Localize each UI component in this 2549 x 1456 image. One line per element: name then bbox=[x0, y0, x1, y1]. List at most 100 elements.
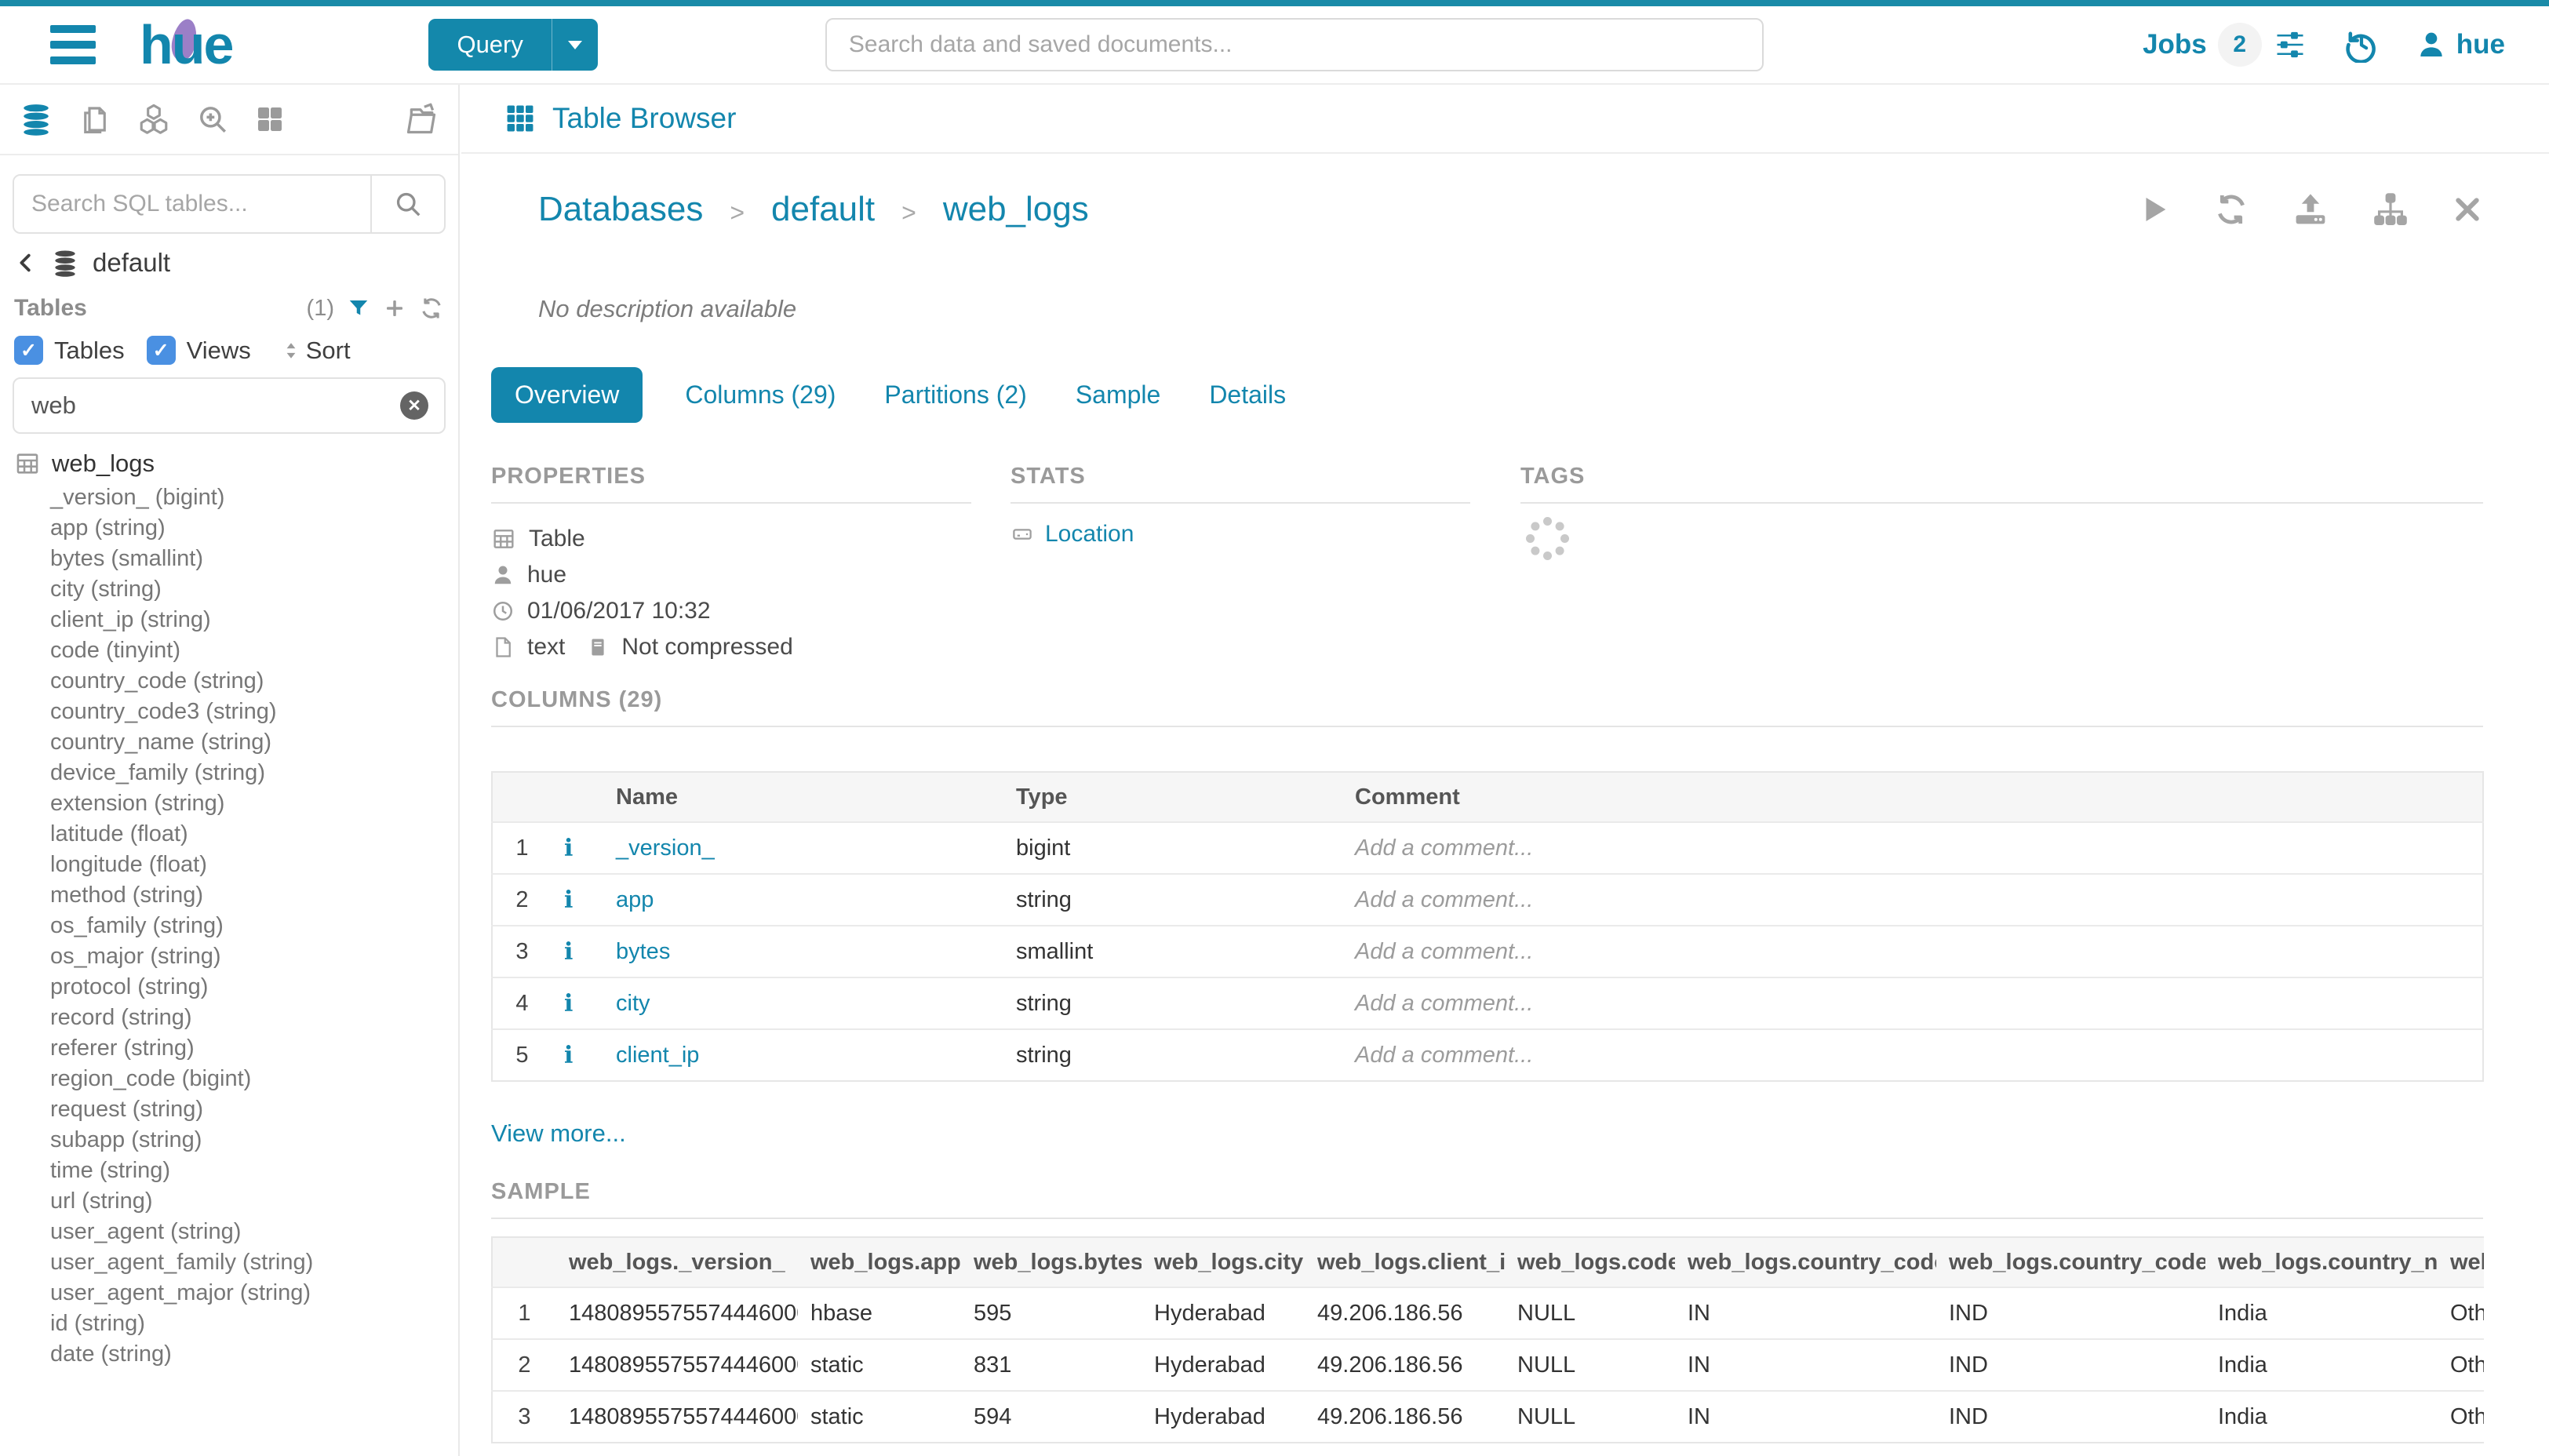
info-icon[interactable]: i bbox=[564, 937, 574, 966]
location-link[interactable]: Location bbox=[1010, 521, 1470, 548]
add-table-icon[interactable] bbox=[383, 297, 406, 320]
user-menu[interactable]: hue bbox=[2416, 29, 2505, 60]
tree-column-item[interactable]: country_name (string) bbox=[0, 727, 458, 758]
tables-checkbox[interactable]: ✓ bbox=[14, 336, 43, 365]
column-name-link[interactable]: _version_ bbox=[603, 821, 1003, 874]
tree-column-item[interactable]: user_agent_family (string) bbox=[0, 1247, 458, 1278]
import-upload-icon[interactable] bbox=[2292, 191, 2329, 228]
hue-logo[interactable]: hue bbox=[140, 16, 234, 72]
query-button[interactable]: Query bbox=[428, 19, 598, 71]
tree-column-item[interactable]: longitude (float) bbox=[0, 850, 458, 880]
tree-column-item[interactable]: date (string) bbox=[0, 1339, 458, 1370]
search-zoom-assist-icon[interactable] bbox=[196, 103, 229, 136]
tree-column-item[interactable]: extension (string) bbox=[0, 788, 458, 819]
tab-partitions[interactable]: Partitions (2) bbox=[884, 380, 1027, 409]
tree-column-item[interactable]: referer (string) bbox=[0, 1033, 458, 1064]
breadcrumb-default[interactable]: default bbox=[771, 190, 876, 228]
close-icon[interactable] bbox=[2452, 194, 2483, 225]
view-more-link[interactable]: View more... bbox=[491, 1119, 626, 1147]
database-breadcrumb-row[interactable]: default bbox=[0, 234, 458, 284]
global-search-box bbox=[825, 18, 1764, 71]
query-dropdown-caret[interactable] bbox=[551, 19, 598, 71]
tree-column-item[interactable]: code (tinyint) bbox=[0, 635, 458, 666]
info-icon[interactable]: i bbox=[564, 886, 574, 914]
sort-toggle[interactable]: Sort bbox=[281, 337, 351, 365]
cubes-assist-icon[interactable] bbox=[137, 102, 171, 136]
sample-section-title: SAMPLE bbox=[491, 1179, 591, 1204]
jobs-link[interactable]: Jobs 2 bbox=[2143, 23, 2307, 67]
column-comment-placeholder[interactable]: Add a comment... bbox=[1342, 873, 2483, 926]
history-icon[interactable] bbox=[2343, 27, 2380, 63]
column-name-link[interactable]: city bbox=[603, 977, 1003, 1029]
column-name-link[interactable]: client_ip bbox=[603, 1028, 1003, 1081]
tab-details[interactable]: Details bbox=[1209, 380, 1287, 409]
tree-column-item[interactable]: bytes (smallint) bbox=[0, 544, 458, 574]
tree-column-item[interactable]: protocol (string) bbox=[0, 972, 458, 1003]
sql-table-search-box bbox=[13, 174, 446, 234]
tree-column-item[interactable]: url (string) bbox=[0, 1186, 458, 1217]
tab-overview[interactable]: Overview bbox=[491, 367, 643, 423]
tree-column-item[interactable]: id (string) bbox=[0, 1309, 458, 1339]
tab-columns[interactable]: Columns (29) bbox=[685, 380, 836, 409]
tree-column-item[interactable]: request (string) bbox=[0, 1094, 458, 1125]
sample-row-number: 1 bbox=[492, 1287, 556, 1339]
topbar-right-cluster: Jobs 2 hue bbox=[2143, 23, 2505, 67]
tree-column-label: code (tinyint) bbox=[50, 638, 181, 663]
views-checkbox[interactable]: ✓ bbox=[146, 336, 176, 365]
lineage-sitemap-icon[interactable] bbox=[2372, 191, 2409, 228]
column-comment-placeholder[interactable]: Add a comment... bbox=[1342, 925, 2483, 977]
query-play-icon[interactable] bbox=[2138, 193, 2171, 226]
tree-column-item[interactable]: method (string) bbox=[0, 880, 458, 911]
tree-column-item[interactable]: user_agent (string) bbox=[0, 1217, 458, 1247]
tree-column-item[interactable]: subapp (string) bbox=[0, 1125, 458, 1156]
sample-header-index bbox=[492, 1237, 556, 1287]
tree-column-item[interactable]: _version_ (bigint) bbox=[0, 482, 458, 513]
apps-grid-assist-icon[interactable] bbox=[254, 104, 286, 135]
tree-column-item[interactable]: app (string) bbox=[0, 513, 458, 544]
breadcrumb-databases[interactable]: Databases bbox=[538, 190, 704, 228]
tree-column-item[interactable]: region_code (bigint) bbox=[0, 1064, 458, 1094]
documents-assist-icon[interactable] bbox=[78, 103, 111, 136]
tree-column-item[interactable]: country_code3 (string) bbox=[0, 697, 458, 727]
database-assist-icon[interactable] bbox=[19, 102, 53, 136]
tree-column-item[interactable]: time (string) bbox=[0, 1156, 458, 1186]
sample-cell-country-code3: IND bbox=[1936, 1338, 2205, 1391]
column-comment-placeholder[interactable]: Add a comment... bbox=[1342, 821, 2483, 874]
tree-table-web-logs[interactable]: web_logs bbox=[0, 443, 458, 482]
sliders-icon[interactable] bbox=[2273, 27, 2307, 62]
column-name-link[interactable]: bytes bbox=[603, 925, 1003, 977]
sample-cell-app: static bbox=[798, 1390, 961, 1443]
refresh-icon[interactable] bbox=[2213, 191, 2249, 228]
info-icon[interactable]: i bbox=[564, 834, 574, 862]
tree-column-item[interactable]: record (string) bbox=[0, 1003, 458, 1033]
column-comment-placeholder[interactable]: Add a comment... bbox=[1342, 977, 2483, 1029]
detail-tabs: Overview Columns (29) Partitions (2) Sam… bbox=[491, 367, 2549, 423]
column-name-link[interactable]: app bbox=[603, 873, 1003, 926]
global-search-input[interactable] bbox=[847, 31, 1742, 59]
chevron-left-icon[interactable] bbox=[14, 251, 38, 275]
info-icon[interactable]: i bbox=[564, 989, 574, 1017]
tree-column-item[interactable]: client_ip (string) bbox=[0, 605, 458, 635]
folder-documents-icon[interactable] bbox=[403, 101, 439, 137]
tree-column-item[interactable]: country_code (string) bbox=[0, 666, 458, 697]
breadcrumb-web-logs[interactable]: web_logs bbox=[942, 190, 1089, 228]
sql-table-search-button[interactable] bbox=[370, 176, 444, 232]
sample-cell-bytes: 831 bbox=[961, 1338, 1142, 1391]
tree-column-item[interactable]: city (string) bbox=[0, 574, 458, 605]
column-type: string bbox=[1003, 977, 1342, 1029]
tree-column-item[interactable]: os_major (string) bbox=[0, 941, 458, 972]
tree-column-item[interactable]: latitude (float) bbox=[0, 819, 458, 850]
tree-column-item[interactable]: user_agent_major (string) bbox=[0, 1278, 458, 1309]
filter-funnel-icon[interactable] bbox=[347, 297, 370, 320]
refresh-tables-icon[interactable] bbox=[419, 296, 444, 321]
columns-table-row: 1 i _version_ bigint Add a comment... bbox=[492, 821, 2483, 874]
info-icon[interactable]: i bbox=[564, 1041, 574, 1069]
tree-column-item[interactable]: os_family (string) bbox=[0, 911, 458, 941]
table-filter-input[interactable] bbox=[30, 391, 400, 420]
sql-table-search-input[interactable] bbox=[14, 176, 370, 232]
column-comment-placeholder[interactable]: Add a comment... bbox=[1342, 1028, 2483, 1081]
tab-sample[interactable]: Sample bbox=[1075, 380, 1161, 409]
tree-column-item[interactable]: device_family (string) bbox=[0, 758, 458, 788]
clear-filter-icon[interactable]: ✕ bbox=[400, 391, 428, 420]
hamburger-menu-icon[interactable] bbox=[50, 25, 96, 64]
